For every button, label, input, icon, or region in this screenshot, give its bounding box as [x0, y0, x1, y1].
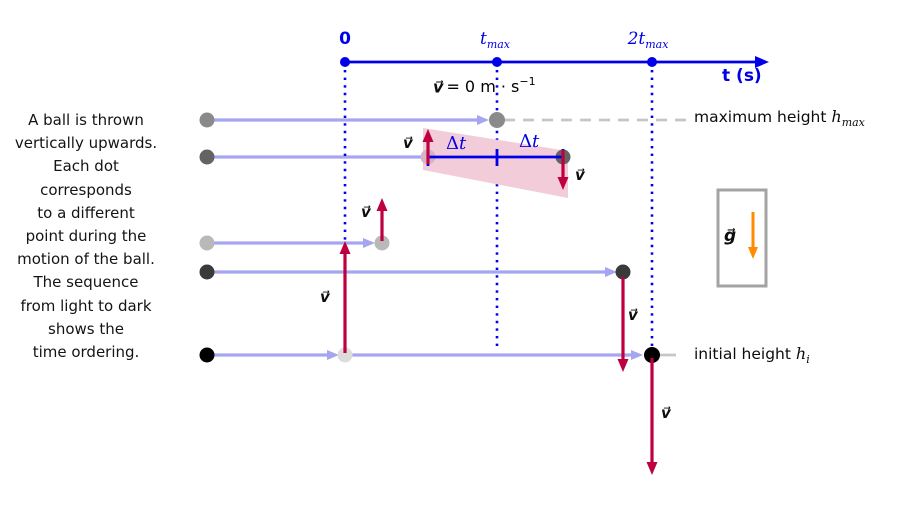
gravity-box — [716, 188, 768, 288]
ball-dots — [199, 112, 660, 363]
delta-symbol: Δ — [446, 133, 459, 154]
axis-unit-label: t (s) — [722, 66, 762, 86]
v-label-down-mid: v⃗ — [628, 306, 638, 324]
description-line: corresponds — [40, 180, 132, 199]
delta-t-right-label: Δt — [519, 131, 539, 152]
description-line: vertically upwards. — [14, 134, 158, 153]
description-text: A ball is thrown vertically upwards. Eac… — [0, 109, 172, 364]
v-label-down-final: v⃗ — [661, 404, 671, 422]
max-height-symbol: h — [831, 107, 842, 126]
2tmax-number: 2 — [627, 29, 639, 49]
dot-event-mid-up — [374, 235, 390, 251]
description-line: Each dot — [53, 157, 119, 176]
description-line: shows the — [48, 319, 124, 338]
delta-t-left-label: Δt — [446, 133, 466, 154]
description-line: to a different — [37, 203, 135, 222]
tmax-subscript: max — [486, 38, 511, 51]
v-label-up-mid: v⃗ — [361, 203, 371, 221]
delta-variable: t — [459, 133, 467, 154]
axis-dot-tmax — [492, 57, 502, 67]
dot-left-max — [199, 112, 215, 128]
dot-left-mid-up — [199, 235, 215, 251]
axis-dot-0 — [340, 57, 350, 67]
2tmax-base: t — [638, 29, 646, 49]
max-height-label: maximum height hmax — [694, 107, 865, 129]
description-line: from light to dark — [20, 296, 152, 315]
axis-tick-tmax: tmax — [460, 29, 530, 51]
max-height-subscript: max — [841, 116, 865, 129]
initial-height-subscript: i — [806, 353, 810, 366]
dot-left-upper — [199, 149, 215, 165]
trajectory-rows — [214, 115, 643, 360]
time-axis — [340, 56, 769, 68]
v-label-up-initial: v⃗ — [320, 288, 330, 306]
dot-event-t0 — [337, 347, 353, 363]
description-line: motion of the ball. — [17, 250, 155, 269]
dot-event-2tmax — [644, 347, 660, 363]
velocity-zero-rest: = 0 m · s — [446, 77, 520, 97]
description-line: point during the — [25, 227, 147, 246]
description-line: time ordering. — [32, 343, 140, 362]
dot-event-max — [489, 112, 505, 128]
axis-tick-0: 0 — [339, 29, 351, 49]
max-height-text: maximum height — [694, 108, 827, 126]
tmax-base: t — [479, 29, 487, 49]
initial-height-symbol: h — [795, 344, 807, 363]
delta-variable: t — [532, 131, 540, 152]
initial-height-label: initial height hi — [694, 344, 810, 366]
description-line: A ball is thrown — [28, 111, 144, 129]
axis-dot-2tmax — [647, 57, 657, 67]
dot-event-mid-down — [615, 264, 631, 280]
v-label-up-upper: v⃗ — [403, 134, 413, 152]
dot-left-initial — [199, 347, 215, 363]
time-guides — [343, 70, 654, 350]
delta-symbol: Δ — [519, 131, 532, 152]
velocity-zero-vec: v⃗ — [433, 77, 444, 97]
description-line: The sequence — [33, 273, 139, 292]
v-label-down-upper: v⃗ — [575, 166, 585, 184]
initial-height-text: initial height — [694, 345, 791, 363]
velocity-zero-equation: v⃗ = 0 m · s−1 — [433, 75, 536, 97]
g-label: g⃗ — [724, 226, 737, 246]
dot-left-mid-down — [199, 264, 215, 280]
velocity-zero-exponent: −1 — [519, 75, 536, 88]
velocity-arrows — [339, 129, 658, 475]
2tmax-subscript: max — [645, 38, 669, 51]
axis-tick-2tmax: 2tmax — [613, 29, 683, 51]
interval-band — [423, 128, 568, 198]
